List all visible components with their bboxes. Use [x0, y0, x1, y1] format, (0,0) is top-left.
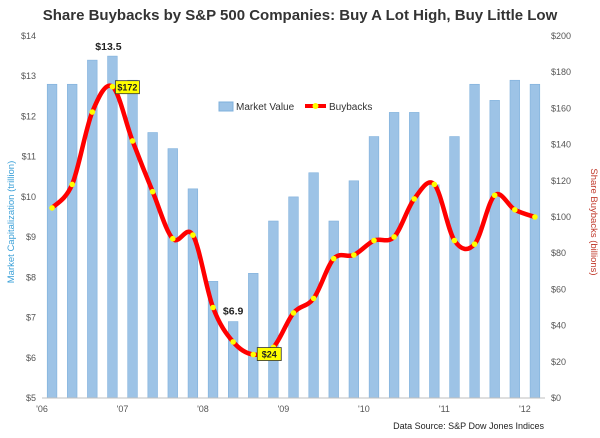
buyback-high-callout-box [115, 80, 140, 95]
buyback-low-callout-label: $24 [262, 350, 277, 360]
y-right-tick-label: $120 [551, 176, 571, 186]
buyback-low-callout-box [256, 347, 282, 361]
buybacks-point [129, 138, 136, 144]
y-right-tick-label: $60 [551, 284, 566, 294]
buybacks-point [230, 339, 236, 345]
y-left-tick-label: $10 [21, 192, 36, 202]
market-value-bar [187, 188, 199, 399]
buybacks-point [169, 235, 176, 242]
buybacks-point [391, 234, 397, 240]
y-right-tick-label: $20 [551, 357, 566, 367]
chart-title: Share Buybacks by S&P 500 Companies: Buy… [43, 7, 558, 24]
buybacks-point [109, 83, 116, 90]
buybacks-point [351, 252, 357, 258]
y-left-tick-label: $13 [21, 71, 36, 81]
market-value-high-label: $13.5 [95, 41, 121, 53]
y-right-tick-label: $40 [551, 321, 566, 331]
legend-bar-swatch [218, 101, 234, 112]
market-value-bar [228, 321, 239, 399]
buybacks-point [532, 214, 538, 220]
market-value-bar [308, 172, 319, 399]
y-left-tick-label: $7 [26, 313, 36, 323]
y-left-tick-label: $5 [26, 393, 36, 403]
data-source: Data Source: S&P Dow Jones Indices [393, 421, 544, 431]
buyback-high-callout-label: $172 [117, 83, 137, 93]
buybacks-point [69, 181, 75, 188]
y-right-tick-label: $200 [551, 31, 571, 41]
bars-layer [46, 55, 541, 399]
x-tick-label: '12 [519, 404, 531, 414]
market-value-bar [388, 112, 400, 399]
buybacks-point [512, 206, 518, 213]
buybacks-point [431, 181, 438, 188]
legend-bar-label: Market Value [236, 102, 295, 113]
x-tick-label: '08 [197, 404, 209, 414]
x-tick-label: '11 [439, 404, 450, 414]
market-value-bar [147, 132, 158, 399]
buybacks-point [330, 255, 337, 262]
buybacks-point [250, 351, 257, 358]
market-value-bar [529, 83, 541, 399]
legend: Market Value Buybacks [218, 101, 372, 113]
market-value-bar [46, 83, 58, 399]
y-right-tick-label: $140 [551, 140, 571, 150]
x-tick-label: '07 [117, 404, 129, 414]
market-value-bar [328, 220, 339, 399]
y-right-tick-label: $0 [551, 393, 561, 403]
market-value-bar [167, 148, 178, 399]
axis-layer: $5 $6 $7 $8 $9 $10 $11 $12 $13 $14 $0 $20 $40 $60 $80 $… [21, 31, 571, 414]
y-left-tick-label: $6 [26, 353, 36, 363]
y-left-tick-label: $9 [26, 232, 36, 242]
market-value-bar [248, 273, 259, 399]
market-value-bar [268, 220, 279, 399]
market-value-bar [489, 100, 500, 399]
buybacks-point [491, 192, 498, 199]
y-left-tick-label: $11 [22, 152, 36, 162]
y-right-tick-label: $80 [551, 248, 566, 258]
buybacks-point [451, 237, 458, 244]
buybacks-point [411, 196, 418, 202]
x-tick-label: '10 [358, 404, 370, 414]
market-value-bar [409, 112, 420, 399]
market-value-bar [449, 136, 460, 399]
buybacks-point [210, 304, 216, 311]
y-right-tick-label: $180 [551, 67, 571, 77]
annotation-layer: $13.5 $6.9 $172 $24 [95, 41, 282, 361]
x-tick-label: '06 [36, 404, 48, 414]
y-left-tick-label: $14 [21, 31, 36, 41]
x-tick-label: '09 [278, 404, 290, 414]
y-axis-left-label: Market Capitalization (trillion) [6, 161, 17, 283]
line-layer [49, 83, 538, 358]
market-value-bar [67, 83, 78, 399]
market-value-bar [368, 136, 380, 399]
buybacks-point [190, 232, 196, 238]
legend-line-marker [312, 103, 319, 109]
market-value-bar [509, 79, 520, 399]
buybacks-point [310, 295, 317, 302]
market-value-bar [107, 55, 118, 399]
legend-line-label: Buybacks [329, 102, 372, 113]
market-value-bar [429, 184, 440, 399]
buybacks-point [49, 205, 55, 211]
y-right-tick-label: $160 [551, 103, 571, 113]
y-right-tick-label: $100 [551, 212, 571, 222]
market-value-bar [288, 196, 299, 399]
buybacks-point [471, 241, 478, 247]
buybacks-point [371, 237, 377, 244]
buybacks-point [290, 310, 297, 316]
y-left-tick-label: $8 [26, 272, 36, 282]
market-value-low-label: $6.9 [223, 306, 244, 318]
buybacks-point [89, 109, 96, 115]
market-value-bar [348, 180, 359, 399]
buybacks-point [149, 188, 156, 195]
y-left-tick-label: $12 [21, 111, 36, 121]
y-axis-right-label: Share Buybacks (billions) [588, 168, 599, 275]
